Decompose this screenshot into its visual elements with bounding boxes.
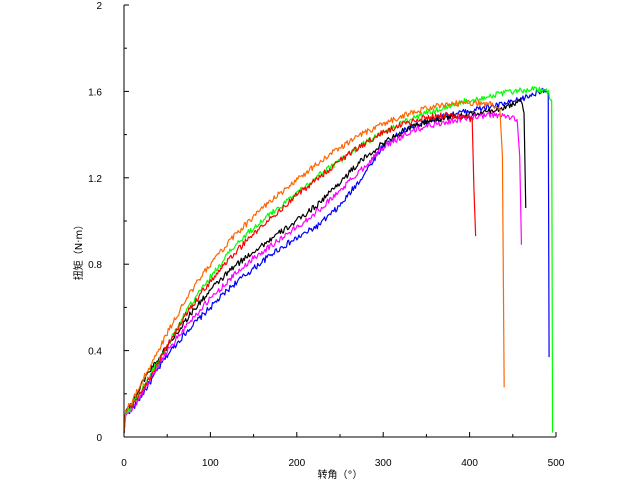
series-layer bbox=[123, 86, 554, 433]
x-tick-label: 0 bbox=[121, 458, 127, 469]
series-line bbox=[123, 98, 527, 433]
x-tick-label: 100 bbox=[202, 458, 219, 469]
y-axis-title: 扭矩（N·m） bbox=[72, 220, 85, 280]
x-tick-label: 300 bbox=[375, 458, 392, 469]
y-tick-label: 0.8 bbox=[88, 260, 102, 271]
y-tick-label: 0 bbox=[96, 433, 102, 444]
axes-layer bbox=[123, 5, 556, 438]
y-tick-label: 2 bbox=[96, 1, 102, 12]
series-line bbox=[123, 111, 477, 433]
x-tick-label: 400 bbox=[461, 458, 478, 469]
x-axis-title: 转角（°） bbox=[318, 468, 363, 480]
y-tick-label: 1.6 bbox=[88, 87, 102, 98]
series-line bbox=[123, 86, 554, 433]
x-tick-label: 500 bbox=[548, 458, 565, 469]
x-tick-label: 200 bbox=[288, 458, 305, 469]
y-tick-label: 1.2 bbox=[88, 174, 102, 185]
y-tick-label: 0.4 bbox=[88, 347, 102, 358]
series-line bbox=[123, 111, 523, 433]
ticks-layer: 0 100 200 300 400 500 0 0.4 0.8 1.2 1.6 2 bbox=[88, 1, 565, 469]
series-line bbox=[123, 99, 505, 433]
series-line bbox=[123, 87, 550, 433]
